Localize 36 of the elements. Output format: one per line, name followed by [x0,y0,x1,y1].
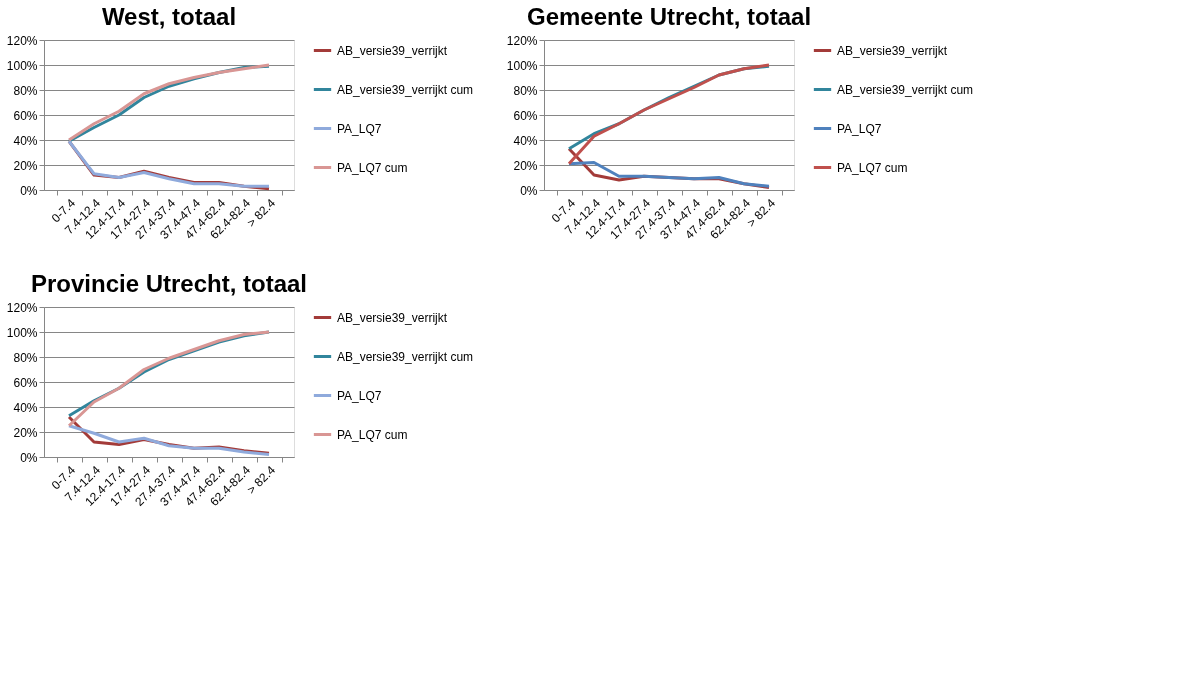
chart-title: Provincie Utrecht, totaal [30,270,308,297]
legend-label: PA_LQ7 [337,121,382,136]
y-tick-label: 100% [6,58,38,73]
y-tick-label: 0% [20,450,38,465]
y-tick-label: 0% [520,183,538,198]
legend-label: AB_versie39_verrijkt [337,43,448,58]
y-tick-label: 120% [506,33,538,48]
y-tick-label: 100% [506,58,538,73]
legend-label: PA_LQ7 cum [837,160,908,175]
chart-title: Gemeente Utrecht, totaal [526,3,812,30]
y-tick-label: 120% [6,300,38,315]
legend-label: PA_LQ7 cum [337,427,408,442]
y-tick-label: 100% [6,325,38,340]
y-tick-label: 80% [13,350,38,365]
y-tick-label: 20% [13,425,38,440]
legend-label: PA_LQ7 cum [337,160,408,175]
legend-label: AB_versie39_verrijkt cum [337,82,474,97]
y-tick-label: 80% [513,83,538,98]
y-tick-label: 20% [513,158,538,173]
y-tick-label: 40% [13,133,38,148]
y-tick-label: 20% [13,158,38,173]
legend-label: AB_versie39_verrijkt [837,43,948,58]
y-tick-label: 120% [6,33,38,48]
y-tick-label: 80% [13,83,38,98]
legend-label: PA_LQ7 [337,388,382,403]
y-tick-label: 60% [13,108,38,123]
y-tick-label: 40% [513,133,538,148]
chart-title: West, totaal [101,3,237,30]
legend-label: AB_versie39_verrijkt [337,310,448,325]
y-tick-label: 40% [13,400,38,415]
legend-label: PA_LQ7 [837,121,882,136]
legend-label: AB_versie39_verrijkt cum [837,82,974,97]
legend-label: AB_versie39_verrijkt cum [337,349,474,364]
y-tick-label: 60% [513,108,538,123]
y-tick-label: 0% [20,183,38,198]
y-tick-label: 60% [13,375,38,390]
